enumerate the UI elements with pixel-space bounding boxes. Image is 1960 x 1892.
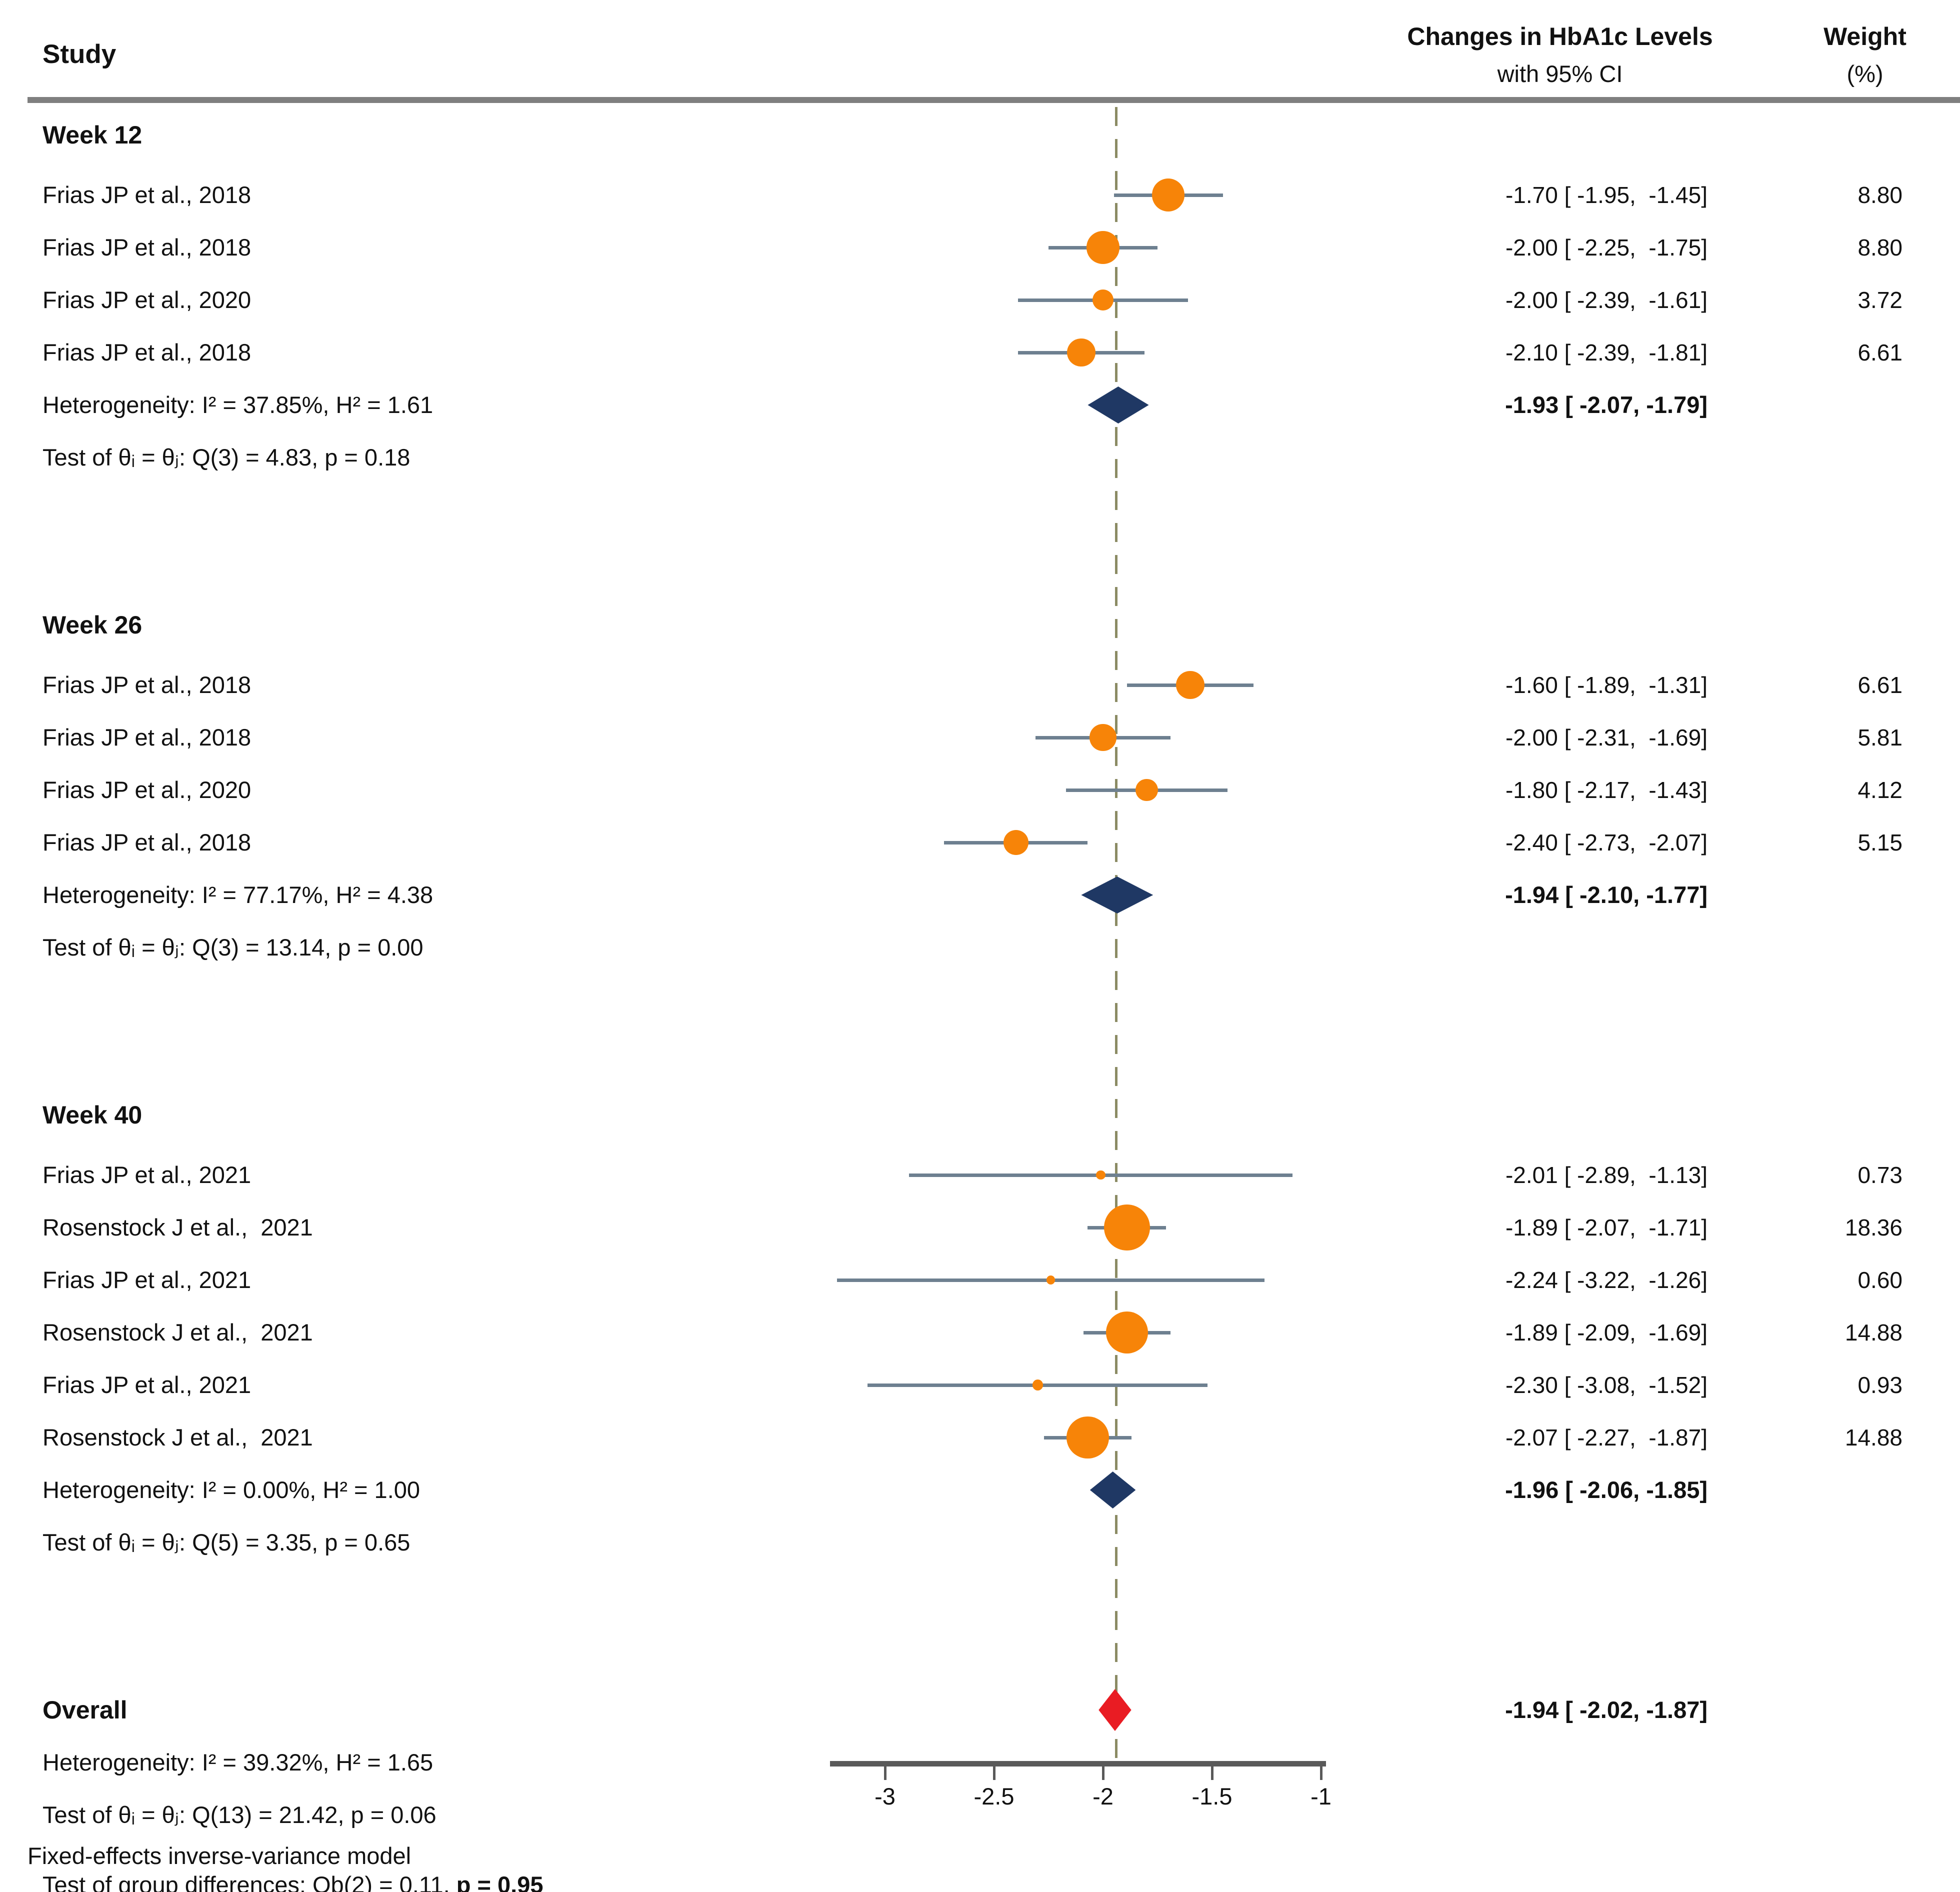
study-marker bbox=[1096, 1170, 1106, 1180]
weight-value: 6.61 bbox=[1858, 672, 1902, 698]
study-marker bbox=[1003, 830, 1028, 855]
summary-diamond bbox=[1090, 1472, 1136, 1508]
study-marker bbox=[1135, 778, 1158, 802]
summary-effect-estimate: -1.94 [ -2.10, -1.77] bbox=[1505, 882, 1708, 908]
study-marker bbox=[1066, 1416, 1109, 1459]
summary-diamond bbox=[1088, 386, 1149, 424]
study-label: Frias JP et al., 2018 bbox=[42, 724, 252, 750]
effect-estimate: -2.40 [ -2.73, -2.07] bbox=[1505, 830, 1708, 856]
study-label: Rosenstock J et al., 2021 bbox=[42, 1319, 313, 1346]
group-differences-pvalue: p = 0.95 bbox=[456, 1872, 544, 1892]
effect-estimate: -1.70 [ -1.95, -1.45] bbox=[1505, 182, 1708, 208]
study-marker bbox=[1067, 338, 1096, 367]
effect-estimate: -1.89 [ -2.07, -1.71] bbox=[1505, 1214, 1708, 1240]
group-differences-text: Test of group differences: Qb(2) = 0.11, bbox=[42, 1872, 456, 1892]
study-marker bbox=[1090, 724, 1116, 751]
effect-estimate: -2.00 [ -2.31, -1.69] bbox=[1505, 724, 1708, 750]
heterogeneity-label: Heterogeneity: I² = 0.00%, H² = 1.00 bbox=[42, 1476, 420, 1503]
summary-diamond bbox=[1081, 876, 1154, 914]
weight-column-header-line1: Weight bbox=[1824, 22, 1906, 50]
x-axis-line bbox=[830, 1761, 1326, 1766]
heterogeneity-label: Heterogeneity: I² = 77.17%, H² = 4.38 bbox=[42, 882, 434, 908]
axis-tick bbox=[1210, 1766, 1214, 1780]
effect-estimate: -1.60 [ -1.89, -1.31] bbox=[1505, 672, 1708, 698]
overall-label: Overall bbox=[42, 1696, 128, 1724]
group-label: Week 12 bbox=[42, 121, 142, 149]
model-note: Fixed-effects inverse-variance model bbox=[28, 1842, 412, 1869]
overall-diamond bbox=[1098, 1689, 1132, 1731]
study-label: Frias JP et al., 2018 bbox=[42, 182, 252, 208]
axis-tick-label: -1 bbox=[1310, 1783, 1332, 1810]
weight-value: 8.80 bbox=[1858, 182, 1902, 208]
group-differences-label: Test of group differences: Qb(2) = 0.11,… bbox=[42, 1859, 1142, 1892]
effect-column-header-line2: with 95% CI bbox=[1497, 60, 1623, 87]
weight-column-header-line2: (%) bbox=[1846, 60, 1884, 87]
effect-estimate: -2.10 [ -2.39, -1.81] bbox=[1505, 340, 1708, 366]
axis-tick-label: -2.5 bbox=[974, 1783, 1014, 1810]
effect-estimate: -1.80 [ -2.17, -1.43] bbox=[1505, 777, 1708, 803]
weight-value: 0.73 bbox=[1858, 1162, 1902, 1188]
weight-value: 6.61 bbox=[1858, 340, 1902, 366]
study-label: Frias JP et al., 2018 bbox=[42, 339, 252, 366]
effect-estimate: -2.24 [ -3.22, -1.26] bbox=[1505, 1267, 1708, 1293]
effect-estimate: -2.07 [ -2.27, -1.87] bbox=[1505, 1424, 1708, 1450]
effect-estimate: -2.00 [ -2.39, -1.61] bbox=[1505, 287, 1708, 313]
weight-value: 3.72 bbox=[1858, 287, 1902, 313]
weight-value: 5.15 bbox=[1858, 830, 1902, 856]
weight-value: 0.60 bbox=[1858, 1267, 1902, 1293]
study-marker bbox=[1032, 1380, 1043, 1390]
effect-column-header-line1: Changes in HbA1c Levels bbox=[1407, 22, 1713, 50]
study-marker bbox=[1086, 231, 1120, 264]
effect-estimate: -1.89 [ -2.09, -1.69] bbox=[1505, 1320, 1708, 1346]
weight-value: 4.12 bbox=[1858, 777, 1902, 803]
study-label: Frias JP et al., 2018 bbox=[42, 672, 252, 698]
axis-tick bbox=[884, 1766, 886, 1780]
study-marker bbox=[1106, 1311, 1148, 1354]
weight-value: 0.93 bbox=[1858, 1372, 1902, 1398]
axis-tick bbox=[1102, 1766, 1104, 1780]
effect-estimate: -2.01 [ -2.89, -1.13] bbox=[1505, 1162, 1708, 1188]
effect-estimate: -2.30 [ -3.08, -1.52] bbox=[1505, 1372, 1708, 1398]
overall-heterogeneity-label: Heterogeneity: I² = 39.32%, H² = 1.65 bbox=[42, 1749, 434, 1776]
group-label: Week 40 bbox=[42, 1101, 142, 1129]
reference-dashed-line bbox=[1114, 107, 1118, 1764]
weight-value: 14.88 bbox=[1844, 1424, 1902, 1450]
heterogeneity-label: Heterogeneity: I² = 37.85%, H² = 1.61 bbox=[42, 392, 434, 418]
weight-value: 18.36 bbox=[1844, 1214, 1902, 1240]
overall-test-label: Test of θᵢ = θⱼ: Q(13) = 21.42, p = 0.06 bbox=[42, 1802, 436, 1828]
study-marker bbox=[1176, 670, 1204, 700]
test-label: Test of θᵢ = θⱼ: Q(3) = 13.14, p = 0.00 bbox=[42, 934, 424, 960]
test-label: Test of θᵢ = θⱼ: Q(5) = 3.35, p = 0.65 bbox=[42, 1529, 410, 1556]
study-marker bbox=[1046, 1276, 1055, 1284]
axis-tick bbox=[1320, 1766, 1322, 1780]
axis-tick bbox=[992, 1766, 996, 1780]
group-label: Week 26 bbox=[42, 611, 142, 639]
overall-effect-estimate: -1.94 [ -2.02, -1.87] bbox=[1505, 1696, 1708, 1723]
test-label: Test of θᵢ = θⱼ: Q(3) = 4.83, p = 0.18 bbox=[42, 444, 410, 470]
study-label: Frias JP et al., 2021 bbox=[42, 1162, 252, 1188]
study-label: Frias JP et al., 2018 bbox=[42, 829, 252, 856]
header-divider-rule bbox=[28, 97, 1960, 103]
study-label: Frias JP et al., 2020 bbox=[42, 286, 252, 313]
study-marker bbox=[1092, 289, 1114, 311]
study-column-header: Study bbox=[42, 40, 116, 69]
study-marker bbox=[1152, 178, 1185, 212]
axis-tick-label: -3 bbox=[874, 1783, 896, 1810]
weight-value: 14.88 bbox=[1844, 1320, 1902, 1346]
study-marker bbox=[1104, 1204, 1150, 1250]
study-label: Rosenstock J et al., 2021 bbox=[42, 1424, 313, 1450]
weight-value: 5.81 bbox=[1858, 724, 1902, 750]
axis-tick-label: -2 bbox=[1092, 1783, 1114, 1810]
summary-effect-estimate: -1.96 [ -2.06, -1.85] bbox=[1505, 1476, 1708, 1503]
study-label: Frias JP et al., 2018 bbox=[42, 234, 252, 260]
summary-effect-estimate: -1.93 [ -2.07, -1.79] bbox=[1505, 392, 1708, 418]
weight-value: 8.80 bbox=[1858, 234, 1902, 260]
effect-estimate: -2.00 [ -2.25, -1.75] bbox=[1505, 234, 1708, 260]
study-label: Frias JP et al., 2021 bbox=[42, 1372, 252, 1398]
axis-tick-label: -1.5 bbox=[1192, 1783, 1232, 1810]
study-label: Rosenstock J et al., 2021 bbox=[42, 1214, 313, 1240]
study-label: Frias JP et al., 2021 bbox=[42, 1266, 252, 1293]
study-label: Frias JP et al., 2020 bbox=[42, 776, 252, 803]
